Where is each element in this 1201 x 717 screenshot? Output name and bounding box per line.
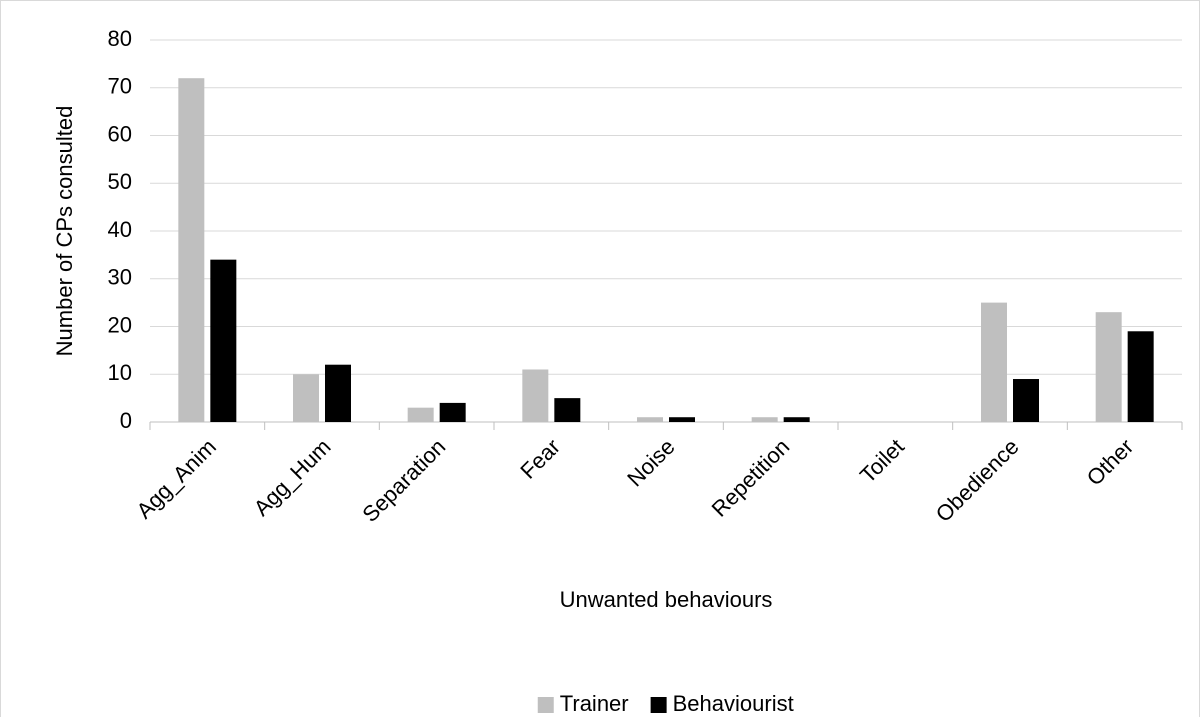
y-tick-label: 70 xyxy=(108,74,132,99)
bar xyxy=(439,402,466,422)
legend-swatch xyxy=(537,697,554,713)
x-tick-label: Toilet xyxy=(855,434,909,488)
bar xyxy=(637,417,663,422)
bar xyxy=(1095,312,1122,422)
bar xyxy=(554,398,581,422)
x-tick-label: Agg_Hum xyxy=(249,434,336,521)
y-tick-label: 80 xyxy=(108,26,132,51)
x-tick-label: Other xyxy=(1082,434,1139,491)
x-tick-label: Noise xyxy=(622,434,679,491)
legend-label: Trainer xyxy=(560,691,629,716)
bar xyxy=(783,417,810,422)
x-tick-label: Repetition xyxy=(707,434,795,522)
bar xyxy=(210,259,237,422)
y-axis-title: Number of CPs consulted xyxy=(52,106,77,357)
x-tick-label: Fear xyxy=(515,434,565,484)
bar xyxy=(325,364,351,422)
bar xyxy=(1127,331,1154,422)
bar xyxy=(981,302,1007,422)
bar xyxy=(1013,379,1039,422)
bar xyxy=(407,407,434,422)
bar xyxy=(178,78,205,422)
y-tick-label: 50 xyxy=(108,169,132,194)
bar xyxy=(669,417,695,422)
y-tick-label: 60 xyxy=(108,121,132,146)
y-tick-label: 0 xyxy=(120,408,132,433)
y-tick-label: 20 xyxy=(108,312,132,337)
x-tick-label: Separation xyxy=(357,434,450,527)
legend-label: Behaviourist xyxy=(673,691,794,716)
bar xyxy=(293,374,319,422)
bar xyxy=(751,417,778,422)
x-tick-label: Obedience xyxy=(931,434,1024,527)
bar xyxy=(522,369,549,422)
y-tick-label: 40 xyxy=(108,217,132,242)
x-tick-label: Agg_Anim xyxy=(132,434,221,523)
x-axis-title: Unwanted behaviours xyxy=(560,587,773,612)
y-tick-label: 30 xyxy=(108,265,132,290)
legend-swatch xyxy=(650,697,667,713)
y-tick-label: 10 xyxy=(108,360,132,385)
